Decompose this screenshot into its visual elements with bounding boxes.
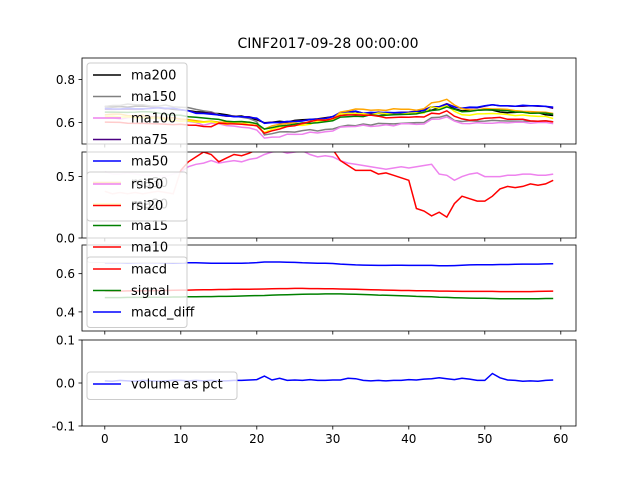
legend-label: signal xyxy=(131,284,169,299)
x-tick-label: 10 xyxy=(173,432,188,446)
x-tick-label: 30 xyxy=(325,432,340,446)
legend-label: macd xyxy=(131,263,167,278)
legend-label: ma15 xyxy=(131,219,168,234)
legend-box xyxy=(86,256,188,328)
y-tick-label: 0.0 xyxy=(56,377,75,391)
x-tick-label: 20 xyxy=(249,432,264,446)
legend-label: ma100 xyxy=(131,112,176,127)
legend-panel-3: macd signal macd_diff xyxy=(86,256,195,328)
chart-title: CINF2017-09-28 00:00:00 xyxy=(237,36,418,52)
legend-label: ma50 xyxy=(131,155,168,170)
legend-panel-2: rsi50 rsi20 xyxy=(86,171,188,222)
x-tick-label: 50 xyxy=(477,432,492,446)
panel-frame xyxy=(81,151,577,239)
y-tick-label: -0.1 xyxy=(52,420,75,434)
panel-4: 0 10 20 30 40 50 60 -0.1 0.0 0.1 xyxy=(52,334,577,446)
legend-label: volume as pct xyxy=(131,378,223,393)
legend-panel-4: volume as pct xyxy=(86,371,238,400)
panel-frame xyxy=(81,244,577,332)
y-tick-label: 0.8 xyxy=(56,73,75,87)
x-tick-label: 60 xyxy=(553,432,568,446)
y-tick-label: 0.4 xyxy=(56,305,75,319)
chart-panels: 0.6 0.8 0.0 0.5 0.4 0.6 0 10 20 30 40 50 60 -0.1 0.0 0.… xyxy=(52,57,577,446)
legend-panel-1: ma200ma150ma100ma75ma50ma30ma20ma15ma10 xyxy=(86,62,188,263)
panel-frame xyxy=(81,57,577,145)
y-tick-label: 0.6 xyxy=(56,116,75,130)
x-tick-label: 0 xyxy=(101,432,109,446)
legend-label: ma200 xyxy=(131,69,176,84)
legend-label: ma150 xyxy=(131,90,176,105)
legend-label: ma75 xyxy=(131,133,168,148)
y-tick-label: 0.1 xyxy=(56,334,75,348)
y-tick-label: 0.5 xyxy=(56,170,75,184)
legend-label: ma10 xyxy=(131,241,168,256)
y-tick-label: 0.6 xyxy=(56,267,75,281)
y-tick-label: 0.0 xyxy=(56,232,75,246)
x-tick-label: 40 xyxy=(401,432,416,446)
legend-label: rsi50 xyxy=(131,178,163,193)
legend-label: rsi20 xyxy=(131,199,163,214)
legend-label: macd_diff xyxy=(131,306,195,321)
legend-box xyxy=(86,371,238,400)
